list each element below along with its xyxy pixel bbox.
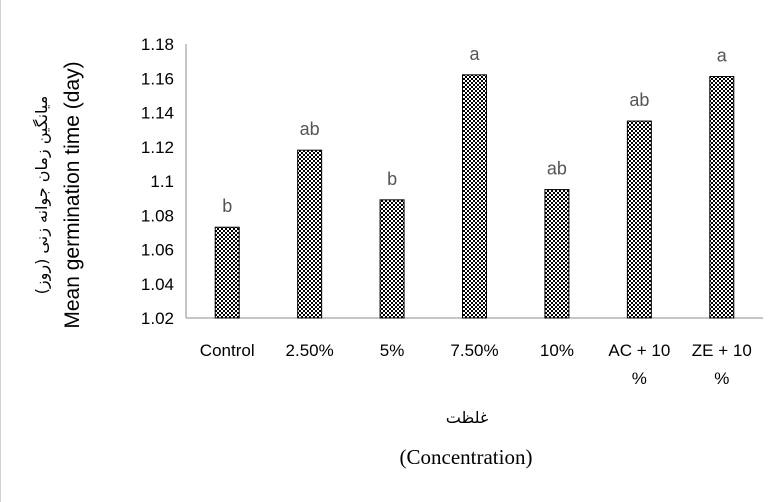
- y-tick-label: 1.18: [141, 35, 174, 54]
- category-label: Control: [200, 341, 255, 360]
- significance-letter: a: [469, 44, 480, 64]
- category-label: %: [632, 369, 647, 388]
- x-axis-title-persian: غلظت: [446, 408, 489, 427]
- bar: [214, 226, 240, 319]
- bar: [462, 74, 487, 319]
- y-tick-labels: 1.02 1.04 1.06 1.08 1.1 1.12 1.14 1.16 1.18: [141, 35, 174, 328]
- y-tick-label: 1.08: [141, 206, 174, 225]
- category-label: 7.50%: [450, 341, 498, 360]
- y-tick-label: 1.02: [141, 309, 174, 328]
- category-label: 10%: [540, 341, 574, 360]
- category-label: ZE + 10: [692, 341, 752, 360]
- significance-letter: ab: [547, 159, 567, 179]
- category-label: 2.50%: [286, 341, 334, 360]
- category-label: %: [714, 369, 729, 388]
- significance-letters: b ab b a ab ab a: [222, 44, 728, 216]
- significance-letter: ab: [300, 119, 320, 139]
- x-axis-title: (Concentration): [400, 445, 533, 469]
- bar: [297, 149, 323, 319]
- y-axis-title-persian: میانگین زمان جوانه زنی (روز): [32, 96, 52, 295]
- y-axis-title: Mean germination time (day): [61, 61, 84, 328]
- bar-series: [214, 74, 735, 319]
- y-tick-label: 1.1: [150, 172, 174, 191]
- y-tick-label: 1.12: [141, 138, 174, 157]
- category-label: AC + 10: [608, 341, 670, 360]
- significance-letter: b: [387, 169, 397, 189]
- bar: [379, 199, 405, 319]
- significance-letter: ab: [629, 90, 649, 110]
- significance-letter: b: [222, 196, 232, 216]
- category-label: 5%: [380, 341, 405, 360]
- bar: [709, 76, 735, 319]
- y-tick-label: 1.04: [141, 275, 174, 294]
- bar: [544, 189, 570, 319]
- y-tick-label: 1.14: [141, 104, 174, 123]
- significance-letter: a: [717, 46, 728, 66]
- y-tick-label: 1.06: [141, 241, 174, 260]
- category-labels: Control 2.50% 5% 7.50% 10% AC + 10% ZE + 10%: [200, 341, 752, 388]
- bar: [626, 120, 652, 319]
- y-tick-label: 1.16: [141, 69, 174, 88]
